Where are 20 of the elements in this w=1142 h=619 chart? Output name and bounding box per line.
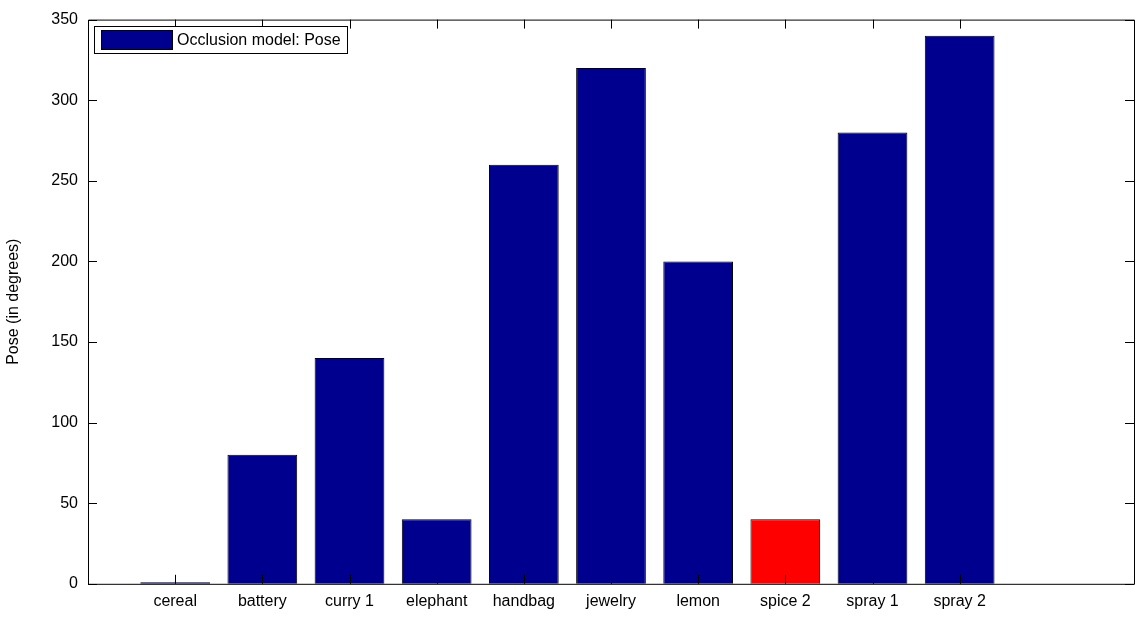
x-tick-label: handbag [492, 591, 555, 609]
x-tick-label: cereal [153, 591, 197, 609]
x-tick-label: lemon [676, 591, 720, 609]
x-tick-label: battery [237, 591, 287, 609]
y-tick-label: 350 [51, 10, 79, 28]
y-axis-title: Pose (in degrees) [4, 238, 22, 365]
y-tick-label: 300 [51, 90, 79, 108]
y-tick-label: 50 [60, 493, 79, 511]
y-tick-label: 0 [69, 574, 79, 592]
y-tick-label: 250 [51, 171, 79, 189]
y-tick-label: 150 [51, 332, 79, 350]
x-tick-label: spray 1 [846, 591, 899, 609]
x-tick-label: spray 2 [933, 591, 986, 609]
x-tick-label: curry 1 [325, 591, 375, 609]
y-tick-label: 100 [51, 413, 79, 431]
x-tick-label: jewelry [585, 591, 636, 609]
x-tick-label: elephant [405, 591, 468, 609]
x-tick-label: spice 2 [759, 591, 811, 609]
y-tick-label: 200 [51, 251, 79, 269]
legend-label: Occlusion model: Pose [177, 30, 341, 49]
